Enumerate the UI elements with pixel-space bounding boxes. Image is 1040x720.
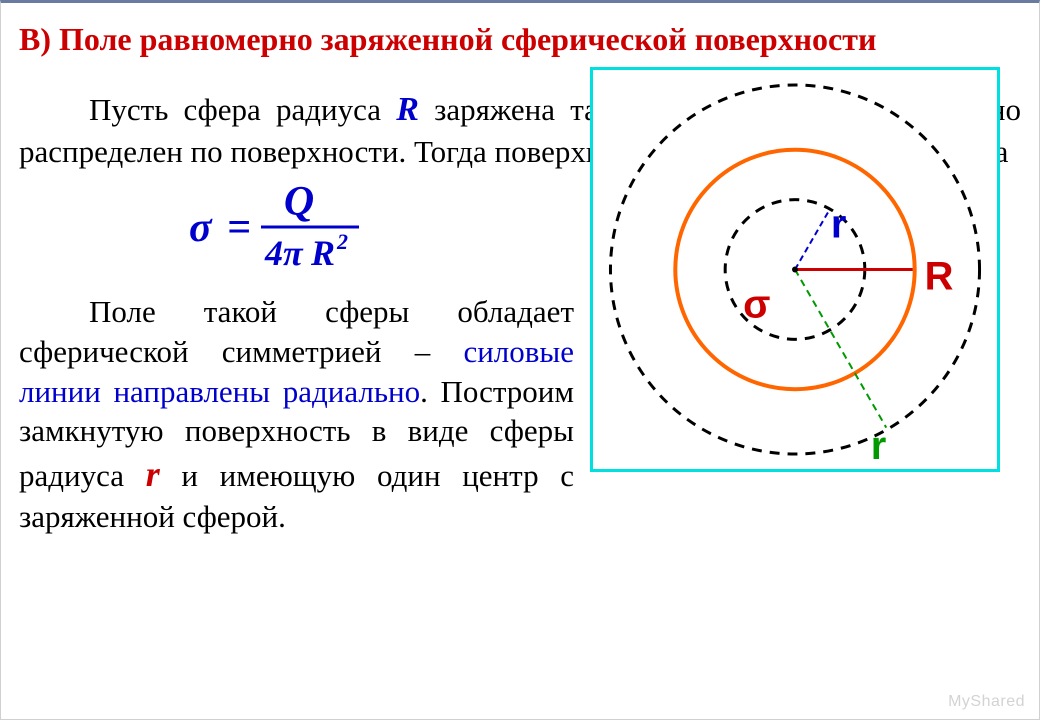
sphere-diagram: r Rσ r <box>590 67 1000 472</box>
formula-eq: = <box>227 205 251 251</box>
formula-den-exp: 2 <box>336 229 348 254</box>
formula-den-4pi: 4π <box>264 233 304 273</box>
symbol-R: R <box>396 91 419 128</box>
svg-text:r: r <box>871 424 887 468</box>
section-title: В) Поле равномерно заряженной сферическо… <box>19 21 1021 58</box>
paragraph-2: Поле такой сферы обладает сферической си… <box>19 292 574 536</box>
formula-sigma-symbol: σ <box>189 205 213 251</box>
formula-numerator: Q <box>284 179 314 225</box>
symbol-r: r <box>146 454 160 494</box>
svg-text:r: r <box>831 203 847 247</box>
watermark: MyShared <box>948 693 1025 711</box>
formula-sigma: σ = Q 4π R 2 <box>189 179 574 284</box>
svg-text:R: R <box>925 255 954 299</box>
p1-text-1: Пусть сфера радиуса <box>89 92 396 127</box>
formula-den-R: R <box>310 233 335 273</box>
svg-text:σ: σ <box>743 283 770 327</box>
